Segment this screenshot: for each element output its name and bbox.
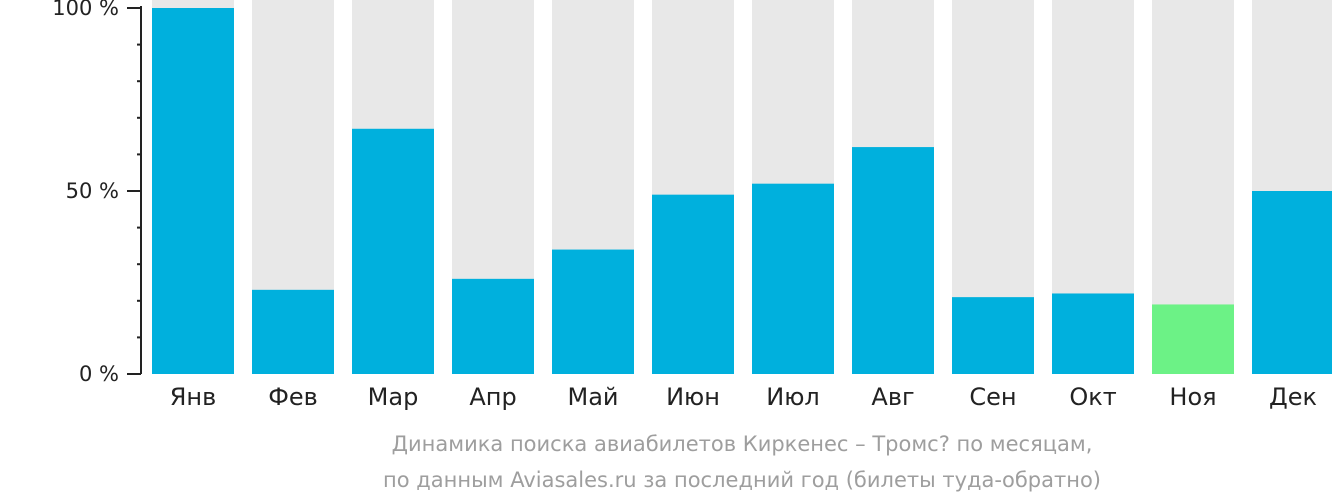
bar [252,289,334,374]
bar [1152,304,1234,374]
x-tick-label: Апр [469,383,516,411]
x-tick-label: Дек [1269,383,1317,411]
x-tick-label: Мар [368,383,419,411]
x-tick-label: Сен [969,383,1016,411]
bar [152,8,234,374]
y-tick-label: 50 % [66,179,119,203]
bar [552,249,634,374]
bar [652,194,734,374]
bar [452,278,534,374]
x-tick-label: Май [567,383,618,411]
x-tick-label: Июл [766,383,820,411]
chart-caption-line-1: Динамика поиска авиабилетов Киркенес – Т… [391,432,1093,456]
x-tick-label: Июн [666,383,720,411]
x-tick-label: Янв [170,383,217,411]
x-tick-label: Фев [268,383,318,411]
x-tick-label: Окт [1069,383,1116,411]
y-tick-label: 100 % [52,0,119,20]
chart-caption-line-2: по данным Aviasales.ru за последний год … [383,468,1101,492]
bar [952,297,1034,374]
bar [1052,293,1134,374]
y-tick-label: 0 % [79,362,119,386]
bar [1252,191,1332,374]
bar [752,183,834,374]
x-tick-label: Авг [871,383,914,411]
x-tick-label: Ноя [1169,383,1216,411]
bar [852,147,934,374]
bar [352,128,434,374]
